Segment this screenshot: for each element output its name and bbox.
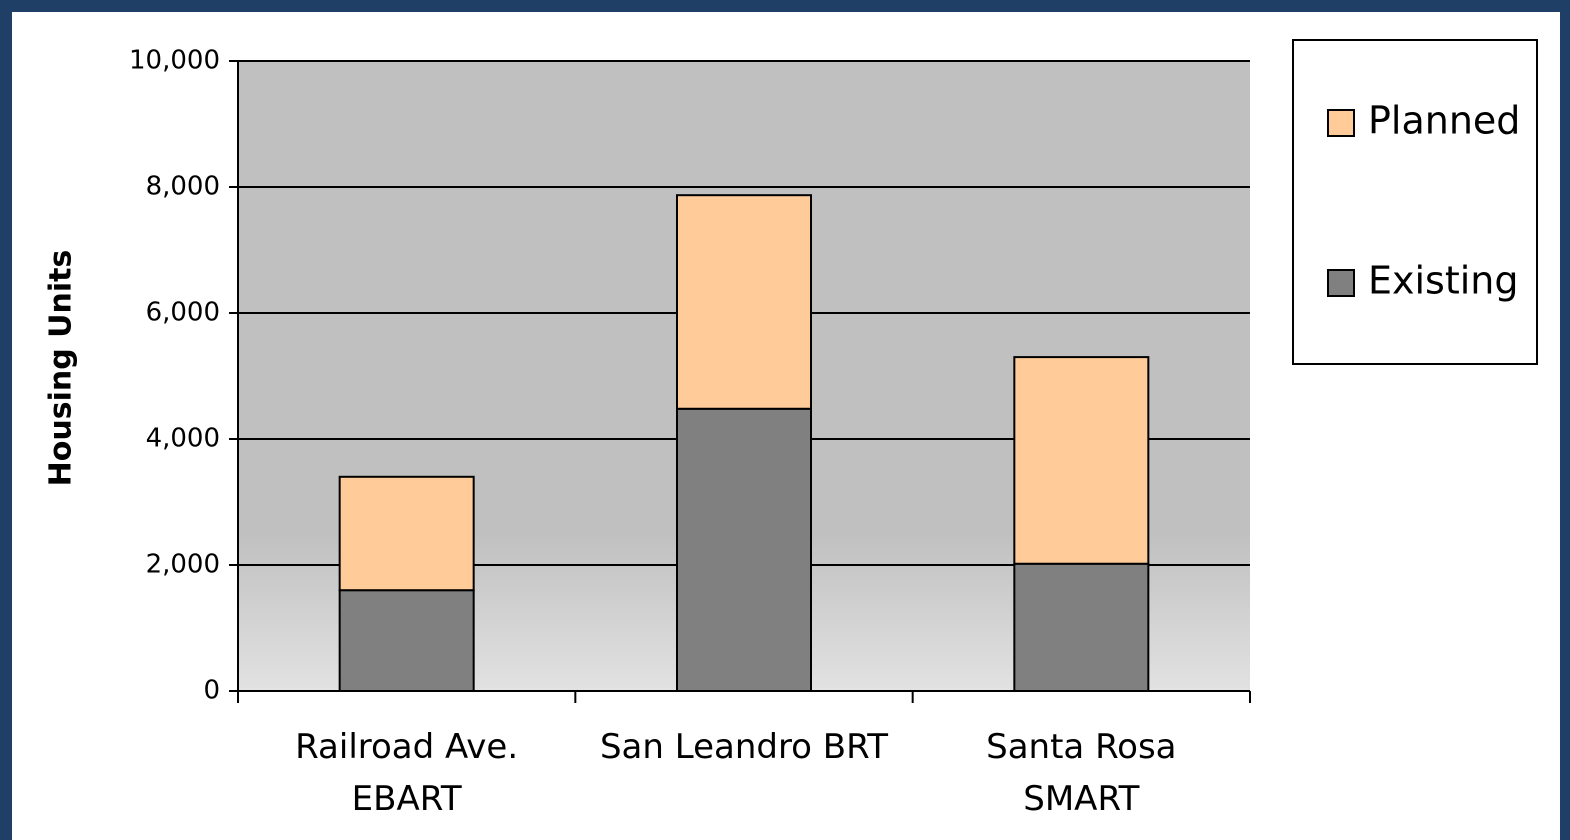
x-tick-label-line: SMART <box>1023 779 1139 819</box>
bar-segment <box>1013 356 1150 565</box>
legend-swatch <box>1327 269 1355 297</box>
y-tick-label: 0 <box>203 676 220 706</box>
bar-segment <box>676 407 812 692</box>
legend-label: Planned <box>1368 99 1520 143</box>
x-tick-label-line: Railroad Ave. <box>295 727 518 767</box>
bar-segment <box>338 589 475 693</box>
y-axis-title: Housing Units <box>44 250 79 487</box>
y-tick-label: 8,000 <box>146 172 220 202</box>
x-tick-label-line: EBART <box>352 779 462 819</box>
legend-label: Existing <box>1368 259 1519 303</box>
y-tick-label: 2,000 <box>146 550 220 580</box>
bar-segment <box>676 194 812 410</box>
x-tick-label: Santa Rosa SMART <box>986 727 1176 819</box>
x-tick-label: San Leandro BRT <box>600 727 888 767</box>
legend-swatch <box>1327 109 1355 137</box>
y-tick-label: 6,000 <box>146 298 220 328</box>
x-tick-label: Railroad Ave. EBART <box>295 727 518 819</box>
legend-box <box>1292 39 1538 365</box>
bar-segment <box>338 475 475 592</box>
y-tick-label: 10,000 <box>129 46 220 76</box>
y-tick-label: 4,000 <box>146 424 220 454</box>
x-tick-label-line: Santa Rosa <box>986 727 1176 767</box>
bar-segment <box>1013 562 1150 692</box>
x-tick-label-line: San Leandro BRT <box>600 727 888 767</box>
